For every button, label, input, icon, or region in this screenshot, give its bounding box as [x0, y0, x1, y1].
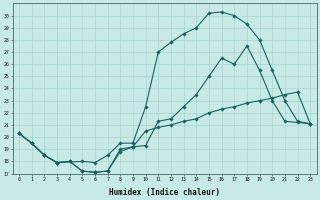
X-axis label: Humidex (Indice chaleur): Humidex (Indice chaleur)	[109, 188, 220, 197]
